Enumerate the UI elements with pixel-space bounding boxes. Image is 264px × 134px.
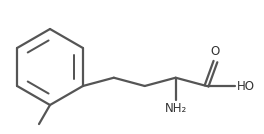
Text: NH₂: NH₂ bbox=[164, 102, 187, 115]
Text: HO: HO bbox=[237, 79, 254, 92]
Text: O: O bbox=[211, 45, 220, 58]
